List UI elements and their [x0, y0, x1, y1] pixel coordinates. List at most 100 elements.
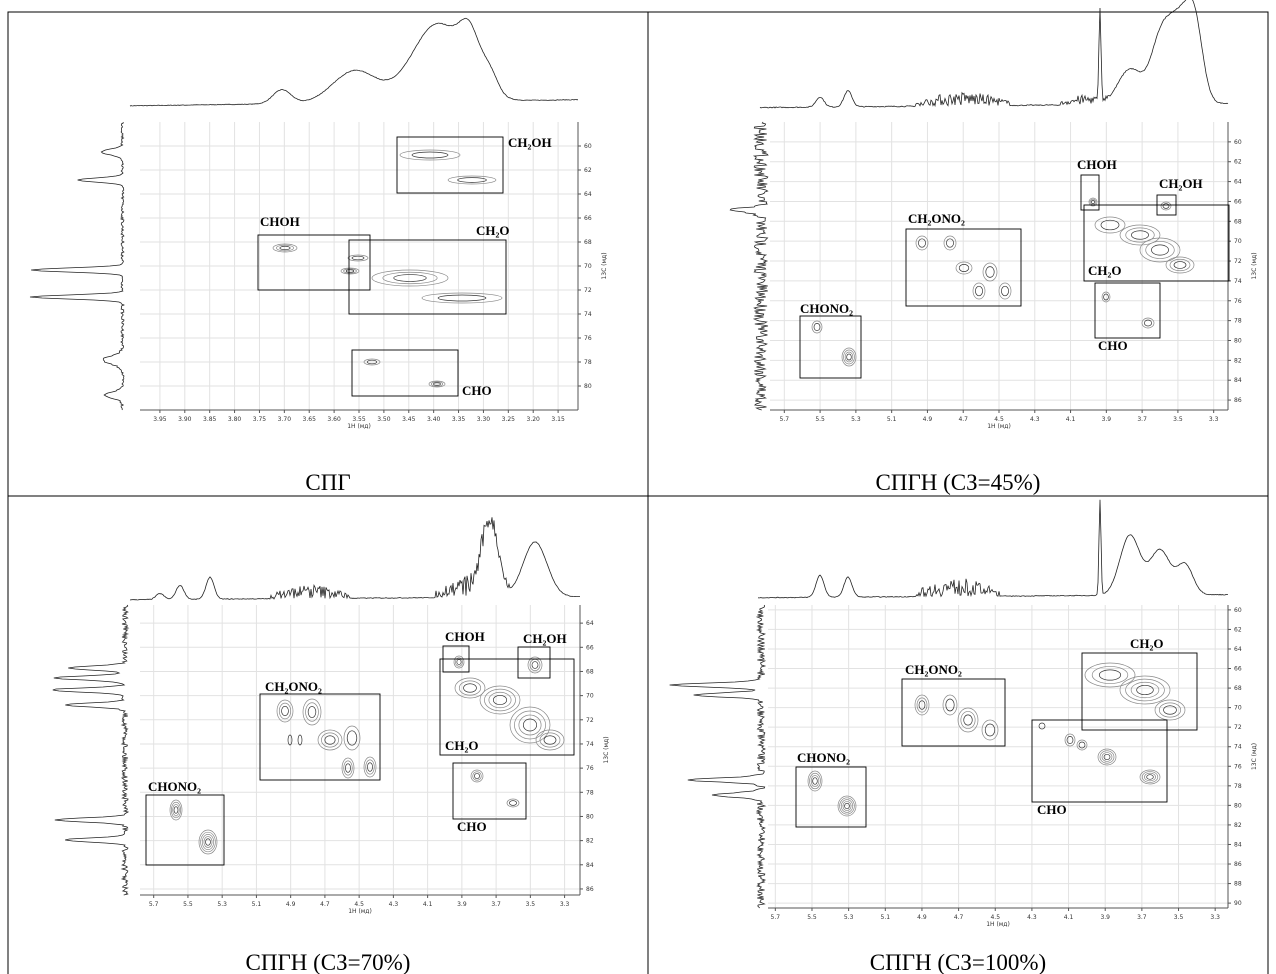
y-tick-label: 62	[1234, 159, 1242, 166]
contour	[458, 680, 482, 696]
contour	[272, 243, 298, 253]
contour	[484, 688, 516, 712]
contour	[972, 282, 986, 300]
contour	[1101, 291, 1111, 303]
contour	[1162, 203, 1170, 209]
contour	[287, 734, 293, 746]
contour	[942, 694, 958, 716]
y-axis-label: 13C (мд)	[1251, 252, 1258, 279]
region-label: CHO	[457, 819, 487, 834]
x-tick-label: 3.7	[1137, 914, 1147, 921]
x-tick-label: 3.90	[178, 416, 192, 423]
contour	[457, 177, 487, 183]
region-box	[348, 239, 507, 315]
y-axis-label: 13C (мд)	[601, 252, 608, 279]
contour	[411, 151, 449, 159]
spectrum-trace	[52, 604, 130, 896]
y-tick-label: 76	[1234, 763, 1242, 770]
region-label: CHONO₂	[800, 301, 853, 316]
panel-caption: СПГН (СЗ=45%)	[876, 470, 1041, 495]
region-label: CH₂OH	[1159, 176, 1203, 191]
contour	[1125, 227, 1155, 243]
y-tick-label: 80	[584, 383, 592, 390]
contour	[810, 775, 820, 787]
region-label: CHO	[462, 383, 492, 398]
region-box	[1031, 719, 1168, 803]
contour	[946, 238, 954, 248]
region-label: CH₂O	[1130, 636, 1164, 651]
spectrum-panel: 3.95 3.90 3.85 3.80 3.75 3.70 3.65 3.60 3.55 3.50…	[29, 17, 608, 495]
contour	[281, 705, 289, 717]
contour	[1094, 216, 1126, 234]
contour	[1163, 705, 1177, 715]
contour	[837, 795, 857, 817]
contour	[302, 698, 322, 726]
contour	[346, 730, 358, 746]
y-tick-label: 74	[1234, 744, 1242, 751]
spectrum-panel: 5.7 5.5 5.3 5.1 4.9 4.7 4.5 4.3 4.1 3.9 3.7 3.5 3.3 6…	[52, 517, 610, 974]
contour	[943, 235, 957, 251]
y-tick-label: 70	[584, 263, 592, 270]
contour	[456, 659, 462, 665]
region-label: CH₂ONO₂	[908, 211, 965, 226]
contour	[1091, 666, 1129, 684]
x-tick-label: 4.9	[923, 416, 933, 423]
contour	[428, 380, 446, 388]
contour	[998, 282, 1012, 300]
contour	[809, 772, 821, 790]
region-box	[1081, 652, 1198, 731]
y-tick-label: 76	[586, 765, 594, 772]
spectrum-panel: 5.7 5.5 5.3 5.1 4.9 4.7 4.5 4.3 4.1 3.9 3.7 3.5 3.3 6…	[669, 499, 1258, 974]
contour	[1169, 258, 1191, 272]
contour	[840, 799, 854, 813]
spectrum-trace	[729, 121, 769, 411]
y-tick-label: 74	[586, 741, 594, 748]
x-tick-label: 4.3	[389, 901, 399, 908]
x-tick-label: 3.40	[427, 416, 441, 423]
contour	[509, 706, 551, 744]
y-tick-label: 86	[1234, 861, 1242, 868]
contour	[1144, 772, 1156, 782]
x-tick-label: 3.9	[1102, 416, 1112, 423]
contour	[1097, 748, 1117, 766]
y-tick-label: 82	[1234, 822, 1242, 829]
y-tick-label: 80	[1234, 802, 1242, 809]
x-tick-label: 4.3	[1027, 914, 1037, 921]
contour	[382, 271, 438, 285]
region-box	[145, 794, 225, 866]
contour	[1131, 230, 1149, 240]
contour	[345, 269, 355, 273]
x-tick-label: 4.5	[990, 914, 1000, 921]
contour	[200, 831, 216, 853]
contour	[317, 729, 343, 751]
contour	[305, 702, 319, 722]
y-tick-label: 70	[1234, 705, 1242, 712]
contour	[1165, 256, 1195, 274]
contour	[345, 763, 351, 773]
y-tick-label: 68	[584, 239, 592, 246]
x-tick-label: 4.5	[994, 416, 1004, 423]
contour	[1099, 750, 1115, 764]
contour	[371, 269, 449, 287]
region-box	[901, 678, 1006, 747]
x-tick-label: 4.9	[286, 901, 296, 908]
x-tick-label: 4.7	[958, 416, 968, 423]
y-tick-label: 80	[586, 813, 594, 820]
x-tick-label: 5.3	[217, 901, 227, 908]
contour	[839, 797, 855, 815]
contour	[1090, 199, 1096, 205]
contour	[447, 175, 497, 185]
x-axis-label: 1H (мд)	[347, 423, 371, 430]
contour	[278, 702, 292, 720]
region-box	[1083, 204, 1230, 282]
contour	[529, 658, 541, 672]
y-tick-label: 66	[1234, 666, 1242, 673]
spectrum-trace	[129, 17, 579, 107]
contour	[363, 756, 377, 778]
contour	[321, 732, 339, 748]
spectrum-panel: 5.7 5.5 5.3 5.1 4.9 4.7 4.5 4.3 4.1 3.9 3.7 3.5 3.3 6…	[729, 0, 1258, 495]
contour	[351, 255, 365, 261]
x-tick-label: 4.5	[354, 901, 364, 908]
y-tick-label: 68	[1234, 218, 1242, 225]
y-tick-label: 66	[584, 215, 592, 222]
